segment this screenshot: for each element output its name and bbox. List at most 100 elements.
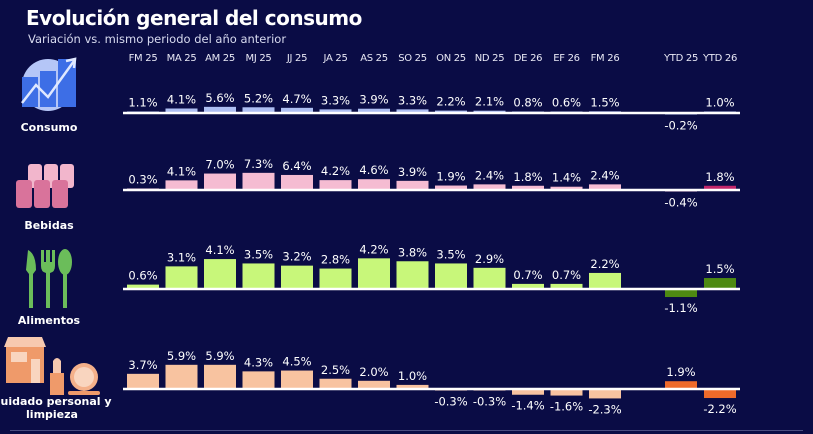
data-label: 2.9% <box>475 252 504 266</box>
bar <box>358 179 390 190</box>
column-header: ON 25 <box>436 53 466 64</box>
data-label: 0.7% <box>552 268 581 282</box>
data-label: 3.5% <box>436 247 465 261</box>
bar <box>589 389 621 399</box>
bar <box>281 107 313 113</box>
bar <box>589 272 621 289</box>
data-label: 2.2% <box>436 95 465 109</box>
page-subtitle: Variación vs. mismo periodo del año ante… <box>28 32 287 46</box>
data-label: 4.7% <box>282 92 311 106</box>
data-label: -2.2% <box>703 402 736 416</box>
bar <box>435 263 467 289</box>
bar <box>512 283 544 289</box>
data-label: 1.0% <box>705 96 734 110</box>
bar <box>665 381 697 389</box>
bar <box>165 108 198 113</box>
bar <box>589 184 621 190</box>
bar <box>550 283 583 289</box>
column-header: FM 26 <box>590 53 620 64</box>
column-header: ND 25 <box>474 53 505 64</box>
bar <box>396 180 429 190</box>
data-label: 3.1% <box>167 250 196 264</box>
column-header: EF 26 <box>553 53 580 64</box>
data-label: 3.3% <box>398 93 427 107</box>
column-header: DE 26 <box>513 53 543 64</box>
bar <box>127 284 159 289</box>
data-label: 2.4% <box>475 168 504 182</box>
data-label: 1.5% <box>705 262 734 276</box>
bar <box>473 267 506 289</box>
chart-growth-icon <box>21 57 77 111</box>
column-header: YTD 25 <box>663 53 699 64</box>
cutlery-icon <box>26 249 72 308</box>
bar <box>396 384 429 389</box>
page-title: Evolución general del consumo <box>26 6 362 30</box>
column-header: AS 25 <box>360 53 388 64</box>
data-label: 1.8% <box>705 170 734 184</box>
column-header: YTD 26 <box>702 53 738 64</box>
data-label: 4.3% <box>244 355 273 369</box>
data-label: 0.7% <box>513 268 542 282</box>
data-label: -0.2% <box>664 119 697 133</box>
data-label: 5.6% <box>205 91 234 105</box>
data-label: 3.9% <box>398 165 427 179</box>
row-label-bebidas: Bebidas <box>24 219 74 232</box>
data-label: -1.1% <box>664 301 697 315</box>
bar <box>319 268 352 289</box>
bar <box>319 109 352 113</box>
bar <box>358 108 390 113</box>
data-label: 1.1% <box>128 96 157 110</box>
bar <box>435 185 467 190</box>
data-label: 0.6% <box>552 96 581 110</box>
bar <box>550 186 583 190</box>
bar <box>665 289 697 298</box>
data-label: 2.4% <box>590 168 619 182</box>
data-label: 0.8% <box>513 96 542 110</box>
data-label: 4.6% <box>359 163 388 177</box>
bar <box>281 174 313 190</box>
bar <box>319 378 352 389</box>
bar <box>512 389 544 395</box>
bar <box>358 380 390 389</box>
bar <box>127 373 159 389</box>
data-label: 3.9% <box>359 93 388 107</box>
data-label: 4.1% <box>167 164 196 178</box>
bar <box>512 185 544 190</box>
data-label: 7.3% <box>244 157 273 171</box>
data-label: 1.9% <box>666 365 695 379</box>
data-label: -0.3% <box>473 395 506 409</box>
data-label: 2.2% <box>590 257 619 271</box>
column-header: SO 25 <box>398 53 427 64</box>
bar <box>396 109 429 113</box>
data-label: 4.5% <box>282 355 311 369</box>
bar <box>704 389 736 399</box>
bar <box>204 106 236 113</box>
data-label: 0.6% <box>128 269 157 283</box>
data-label: 4.2% <box>359 242 388 256</box>
column-header: JJ 25 <box>286 53 308 64</box>
cans-icon <box>16 164 74 208</box>
divider <box>10 430 803 431</box>
data-label: 1.5% <box>590 95 619 109</box>
bar <box>704 185 736 190</box>
data-label: 7.0% <box>205 158 234 172</box>
data-label: -1.4% <box>511 399 544 413</box>
bar <box>242 172 275 190</box>
data-label: 3.7% <box>128 358 157 372</box>
bar <box>165 266 198 289</box>
data-label: 1.0% <box>398 369 427 383</box>
data-label: 2.0% <box>359 365 388 379</box>
data-label: -0.3% <box>434 395 467 409</box>
bar <box>242 107 275 113</box>
bar <box>281 265 313 289</box>
data-label: 0.3% <box>128 173 157 187</box>
data-label: 3.2% <box>282 250 311 264</box>
bar <box>204 173 236 190</box>
data-label: 3.3% <box>321 93 350 107</box>
data-label: 1.9% <box>436 170 465 184</box>
data-label: -1.6% <box>550 400 583 414</box>
data-label: 2.5% <box>321 363 350 377</box>
bar <box>319 180 352 190</box>
data-label: -0.4% <box>664 196 697 210</box>
bar <box>242 371 275 389</box>
